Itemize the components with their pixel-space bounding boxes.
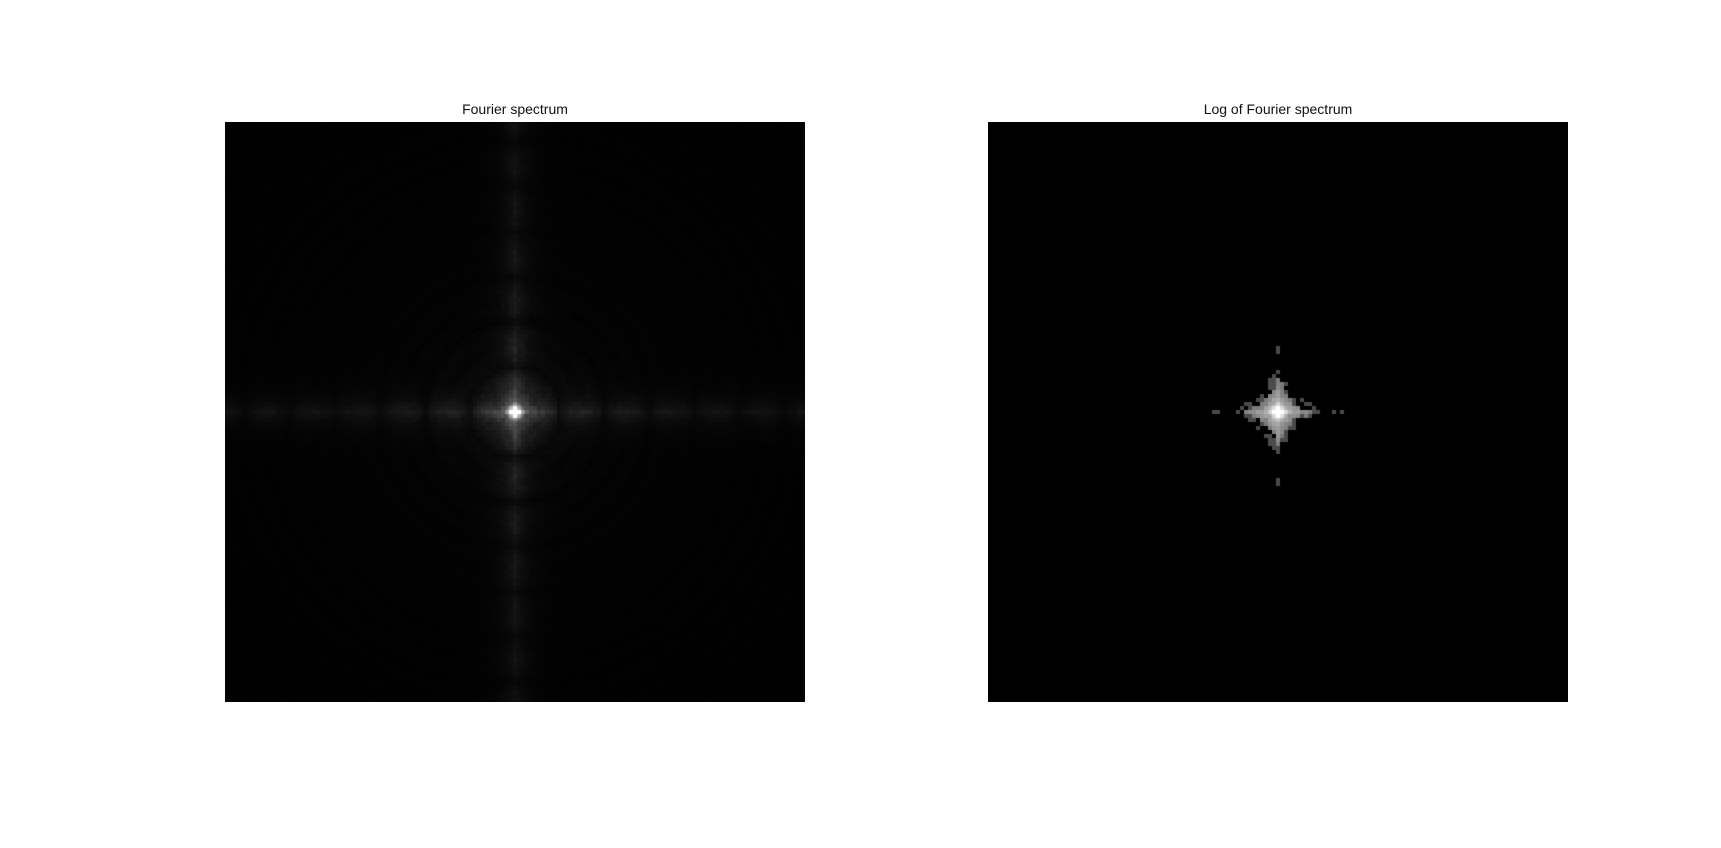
figure-panel-fourier-spectrum: Fourier spectrum	[225, 101, 805, 702]
spectrum-canvas-log	[988, 122, 1568, 702]
panel-title: Log of Fourier spectrum	[1203, 101, 1353, 117]
fourier-spectrum-image	[225, 122, 805, 702]
figure-panel-log-fourier-spectrum: Log of Fourier spectrum	[988, 101, 1568, 702]
spectrum-canvas-linear	[225, 122, 805, 702]
log-fourier-spectrum-image	[988, 122, 1568, 702]
panel-title: Fourier spectrum	[462, 101, 568, 117]
